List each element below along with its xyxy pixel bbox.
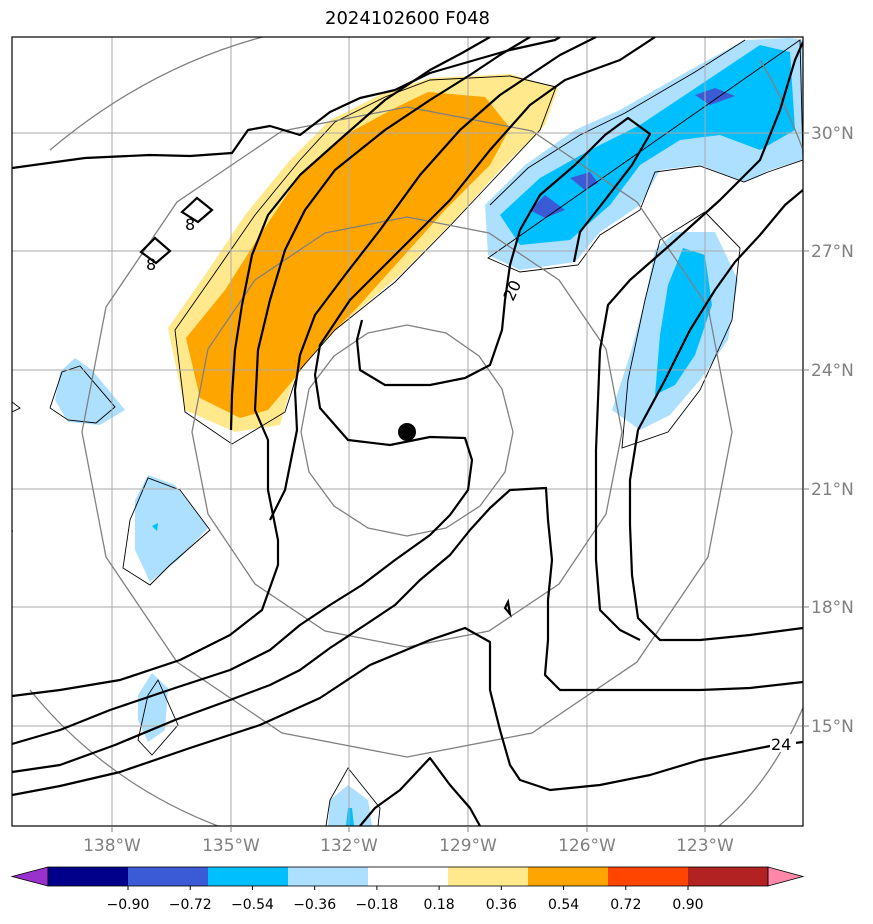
east-blue-region (655, 248, 712, 395)
map-frame (11, 36, 804, 827)
colorbar-segment (528, 867, 609, 886)
lat-label: 27°N (811, 242, 854, 262)
thin-anomaly-contours (12, 39, 803, 826)
colorbar-segment (48, 867, 129, 886)
south-light-blue-spot (328, 785, 372, 826)
west-light-blue-spot-3 (138, 673, 168, 742)
lon-label: 123°W (676, 836, 734, 856)
colorbar-extend-low (10, 866, 49, 887)
colorbar-tick-label: −0.18 (355, 897, 398, 913)
colorbar-tick-label: 0.72 (610, 897, 641, 913)
range-rings (29, 37, 803, 826)
colorbar-tick-label: −0.36 (293, 897, 336, 913)
storm-center-marker (398, 423, 416, 441)
axis-ticks (111, 132, 809, 832)
colorbar-frame (47, 866, 769, 887)
negative-anomaly-shading (55, 38, 803, 826)
colorbar-segment (688, 867, 769, 886)
contour-label-8-lower: 8 (146, 255, 156, 274)
map-plot-area: 20 24 8 8 (12, 37, 803, 826)
lon-label: 126°W (558, 836, 616, 856)
colorbar-tick-label: 0.18 (424, 897, 455, 913)
orange-band (186, 92, 510, 418)
lon-label: 138°W (83, 836, 141, 856)
map-title: 2024102600 F048 (325, 8, 490, 29)
colorbar-segment (288, 867, 369, 886)
colorbar-tick-label: 0.90 (672, 897, 703, 913)
lon-label: 129°W (439, 836, 497, 856)
colorbar-tick-label: 0.36 (486, 897, 517, 913)
lon-label: 135°W (202, 836, 260, 856)
west-blue-spot (152, 523, 158, 531)
lat-label: 15°N (811, 717, 854, 737)
colorbar-segment (608, 867, 689, 886)
colorbar-tick-label: −0.54 (231, 897, 274, 913)
west-light-blue-spot-2 (135, 475, 208, 582)
contour-label-24: 24 (771, 735, 791, 754)
longitude-labels: 138°W 135°W 132°W 129°W 126°W 123°W (83, 836, 734, 856)
lat-label: 30°N (811, 124, 854, 144)
colorbar-segment (208, 867, 289, 886)
colorbar-segment (448, 867, 529, 886)
colorbar-tick-label: 0.54 (548, 897, 579, 913)
lat-label: 21°N (811, 480, 854, 500)
south-blue-spot (346, 808, 354, 826)
geopotential-contours (12, 37, 803, 826)
colorbar-tick-label: −0.72 (169, 897, 212, 913)
colorbar-extend-high (767, 866, 805, 887)
contour-label-8-upper: 8 (185, 215, 195, 234)
colorbar-tick-label: −0.90 (107, 897, 150, 913)
colorbar-segment (128, 867, 209, 886)
colorbar: −0.90 −0.72 −0.54 −0.36 −0.18 0.18 0.36 0.54 0.7… (10, 866, 805, 913)
lat-label: 24°N (811, 361, 854, 381)
latitude-labels: 30°N 27°N 24°N 21°N 18°N 15°N (811, 124, 854, 737)
small-closed-contours (139, 196, 512, 618)
lat-label: 18°N (811, 598, 854, 618)
ne-dark-blue-spot-1 (530, 195, 565, 218)
colorbar-segment (368, 867, 449, 886)
lon-label: 132°W (320, 836, 378, 856)
